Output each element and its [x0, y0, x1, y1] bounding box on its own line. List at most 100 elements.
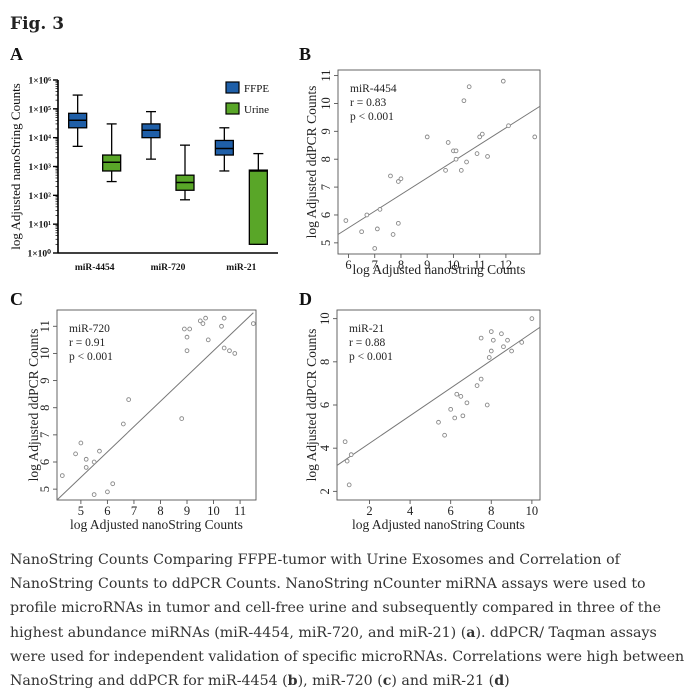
panel-b-x-tick-label: 9 [424, 258, 430, 272]
panel-c-data-point [179, 416, 185, 421]
panel-b-data-point [477, 134, 483, 140]
panel-c-regression-line [56, 312, 254, 501]
panel-b-x-tick-label: 12 [500, 258, 513, 272]
panel-a-y-tick-label: 1×10¹ [28, 221, 51, 231]
panel-d-data-point [442, 432, 447, 438]
panel-b-data-point [500, 78, 506, 84]
panel-b-data-point [464, 159, 469, 165]
panel-b-y-tick-label: 10 [319, 97, 333, 110]
panel-d-y-tick-label: 4 [318, 444, 332, 451]
panel-c-data-point [200, 321, 206, 326]
panel-c-x-tick-label: 11 [234, 504, 246, 518]
panel-c-x-label: log Adjusted nanoString Counts [70, 517, 243, 532]
figure-panels: A 1×10⁰ 1×10¹ 1×10² 1×10³ 1×10⁴ 1×10⁵ 1×10⁶ log … [8, 44, 541, 532]
panel-d-annotation-2: p < 0.001 [349, 351, 393, 363]
panel-b-data-point [445, 140, 451, 145]
panel-b-y-tick-label: 11 [319, 70, 333, 82]
caption-text: NanoString Counts Comparing FFPE-tumor w… [10, 552, 662, 641]
panel-c-x-tick-label: 9 [184, 504, 190, 518]
panel-d-data-point [499, 331, 504, 337]
panel-c-data-point [203, 315, 208, 321]
panel-b-data-point [453, 148, 459, 154]
panel-d-data-point [488, 329, 494, 334]
panel-c-data-point [78, 440, 84, 446]
panel-b-x-label: log Adjusted nanoString Counts [353, 262, 526, 277]
panel-b-data-point [479, 131, 485, 137]
panel-b-data-point [390, 232, 396, 237]
panel-a-box [214, 139, 234, 156]
panel-d-data-point [344, 458, 350, 464]
panel-d-y-label: log Adjusted ddPCR Counts [304, 329, 319, 482]
panel-a-category-label: miR-4454 [75, 263, 115, 273]
panel-c-y-tick-label: 7 [38, 432, 52, 438]
caption-ref-a: a [466, 624, 476, 641]
caption-text-2: ). ddPCR/ Taqman assays were used for in… [10, 624, 685, 690]
panel-d-data-point [458, 394, 464, 399]
panel-d-letter: D [299, 289, 312, 309]
panel-b-data-point [372, 246, 378, 251]
panel-b-data-point [474, 151, 480, 156]
panel-c-data-point [59, 473, 65, 478]
panel-b-data-point [506, 123, 511, 129]
panel-c-y-tick-label: 6 [38, 459, 52, 465]
panel-a-y-label: log Adjusted nanoString Counts [8, 83, 23, 249]
panel-c-data-point [91, 459, 97, 465]
panel-d-data-point [488, 348, 494, 354]
caption-text-4: ) and miR-21 ( [391, 673, 495, 690]
panel-d-annotation-0: miR-21 [349, 323, 384, 335]
panel-b-data-point [343, 218, 349, 223]
panel-c-data-point [184, 334, 190, 340]
panel-c-letter: C [10, 289, 23, 309]
caption-ref-d: d [494, 673, 505, 690]
panel-c-data-point [219, 323, 224, 329]
panel-d-regression-line [336, 326, 541, 466]
panel-d-annotation-1: r = 0.88 [349, 337, 385, 349]
panel-d-y-tick-label: 2 [318, 488, 332, 494]
caption-ref-b: b [287, 673, 298, 690]
panel-b-y-tick-label: 6 [319, 212, 333, 218]
panel-d-x-tick-label: 6 [448, 504, 454, 518]
panel-b-y-tick-label: 8 [319, 156, 333, 162]
panel-d-y-tick-label: 8 [318, 359, 332, 365]
panel-c-data-point [83, 456, 89, 462]
panel-a-legend-label: Urine [244, 104, 269, 116]
panel-b-data-point [461, 98, 467, 104]
panel-c-data-point [184, 348, 190, 354]
caption-ref-c: c [382, 673, 392, 690]
figure-caption: NanoString Counts Comparing FFPE-tumor w… [10, 548, 695, 693]
panel-d-data-point [478, 376, 484, 382]
panel-c-y-tick-label: 11 [38, 320, 52, 332]
panel-a-y-tick-label: 1×10⁶ [28, 77, 51, 87]
panel-c-x-tick-label: 5 [78, 504, 84, 518]
panel-c-y-tick-label: 9 [38, 377, 52, 383]
panel-b-y-tick-label: 7 [319, 184, 333, 190]
panel-d-y-tick-label: 6 [318, 402, 332, 408]
panel-d-data-point [464, 400, 470, 406]
panel-c-y-tick-label: 10 [38, 347, 52, 360]
panel-d-data-point [529, 316, 535, 321]
panel-b-data-point [443, 168, 448, 173]
panel-b-letter: B [299, 44, 311, 64]
panel-d-data-point [342, 439, 348, 445]
panel-c-y-tick-label: 5 [38, 486, 52, 492]
panel-a-letter: A [10, 44, 23, 64]
panel-d-x-tick-label: 2 [366, 504, 372, 518]
panel-a-legend-swatch [225, 81, 240, 94]
panel-b-x-tick-label: 7 [372, 258, 378, 272]
panel-d-data-point [486, 355, 492, 360]
panel-d-x-tick-label: 8 [488, 504, 494, 518]
panel-b-data-point [485, 154, 490, 159]
panel-b-y-label: log Adjusted ddPCR Counts [304, 86, 319, 239]
panel-a-y-tick-label: 1×10² [28, 192, 51, 202]
panel-b-regression-line [337, 105, 541, 235]
panel-b-data-point [398, 176, 404, 182]
panel-d-data-point [460, 413, 466, 419]
panel-c-data-point [250, 321, 256, 326]
panel-b-data-point [395, 179, 401, 184]
panel-c-x-tick-label: 10 [207, 504, 220, 518]
panel-b-annotation-2: p < 0.001 [350, 111, 394, 123]
panel-c-data-point [73, 451, 78, 457]
panel-b-plot-frame [337, 69, 541, 255]
panel-a-category-label: miR-720 [151, 263, 186, 273]
panel-c-data-point [221, 345, 227, 351]
